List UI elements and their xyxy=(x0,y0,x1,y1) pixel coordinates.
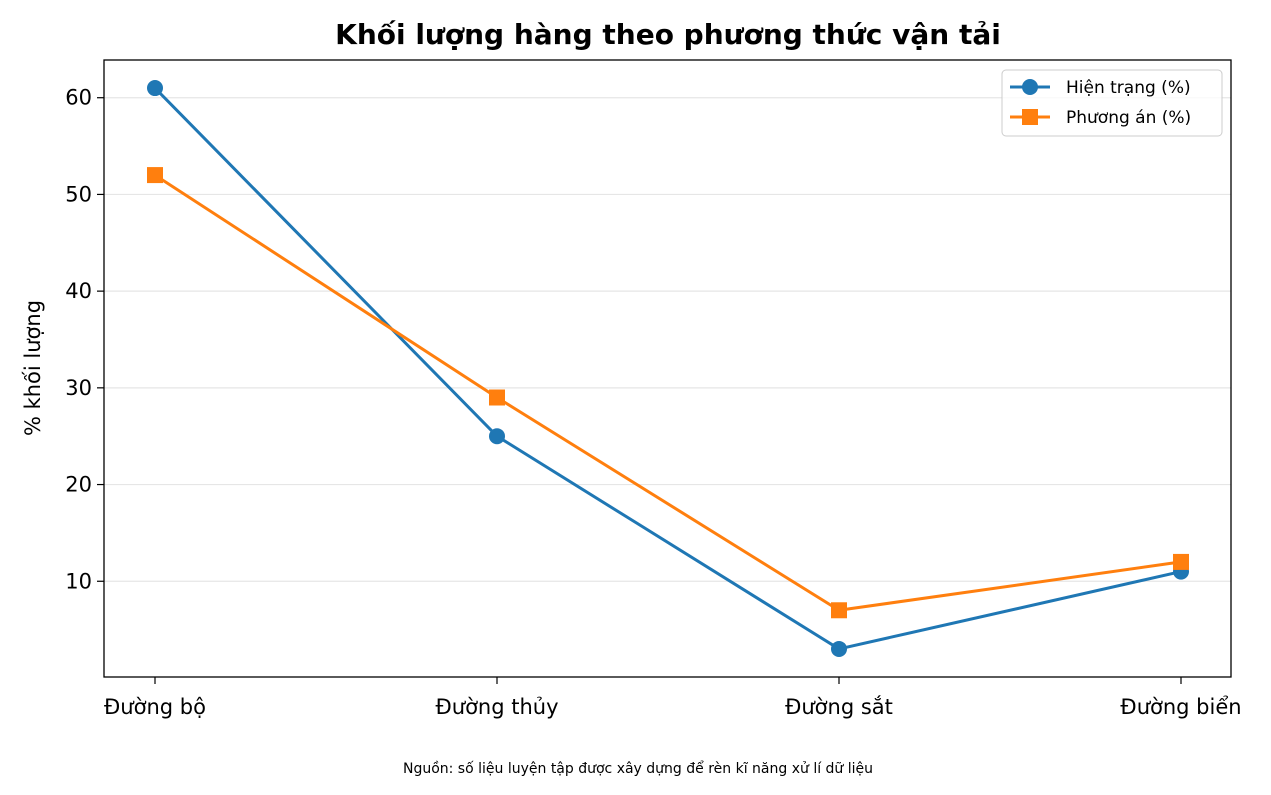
y-tick-label: 60 xyxy=(65,86,92,110)
legend-label: Phương án (%) xyxy=(1066,108,1191,128)
source-note: Nguồn: số liệu luyện tập được xây dựng đ… xyxy=(403,760,873,777)
y-tick-label: 40 xyxy=(65,279,92,303)
legend-marker xyxy=(1022,79,1038,95)
series-2 xyxy=(147,167,1189,619)
series-line-2 xyxy=(154,173,1182,612)
data-point xyxy=(147,167,163,184)
gridlines xyxy=(104,97,1231,582)
plot-area-frame xyxy=(103,59,1232,678)
x-tick-label: Đường biển xyxy=(1120,695,1241,719)
y-tick-label: 20 xyxy=(65,473,92,497)
legend-entry-1: Hiện trạng (%) xyxy=(1010,78,1191,98)
data-point xyxy=(489,389,505,406)
series-1 xyxy=(147,80,1189,657)
y-tick-label: 10 xyxy=(65,569,92,593)
data-point xyxy=(147,80,163,97)
data-point xyxy=(1173,553,1189,570)
data-point xyxy=(489,428,505,445)
x-tick-label: Đường sắt xyxy=(785,695,893,719)
legend-label: Hiện trạng (%) xyxy=(1066,78,1191,98)
legend-entry-2: Phương án (%) xyxy=(1010,108,1191,128)
legend: Hiện trạng (%) Phương án (%) xyxy=(1001,69,1223,137)
y-axis-label: % khối lượng xyxy=(21,300,45,436)
x-tick-label: Đường thủy xyxy=(435,695,558,719)
chart-title: Khối lượng hàng theo phương thức vận tải xyxy=(335,18,1001,51)
x-axis: Đường bộ Đường thủy Đường sắt Đường biển xyxy=(104,677,1242,719)
y-axis: 10 20 30 40 50 60 xyxy=(65,86,104,593)
series-line-1 xyxy=(153,86,1182,651)
y-tick-label: 30 xyxy=(65,376,92,400)
x-tick-label: Đường bộ xyxy=(104,695,206,719)
legend-marker xyxy=(1022,109,1038,125)
series-layer xyxy=(147,80,1189,657)
data-point xyxy=(831,640,847,657)
y-tick-label: 50 xyxy=(65,182,92,206)
legend-frame xyxy=(1001,69,1223,137)
data-point xyxy=(831,602,847,619)
